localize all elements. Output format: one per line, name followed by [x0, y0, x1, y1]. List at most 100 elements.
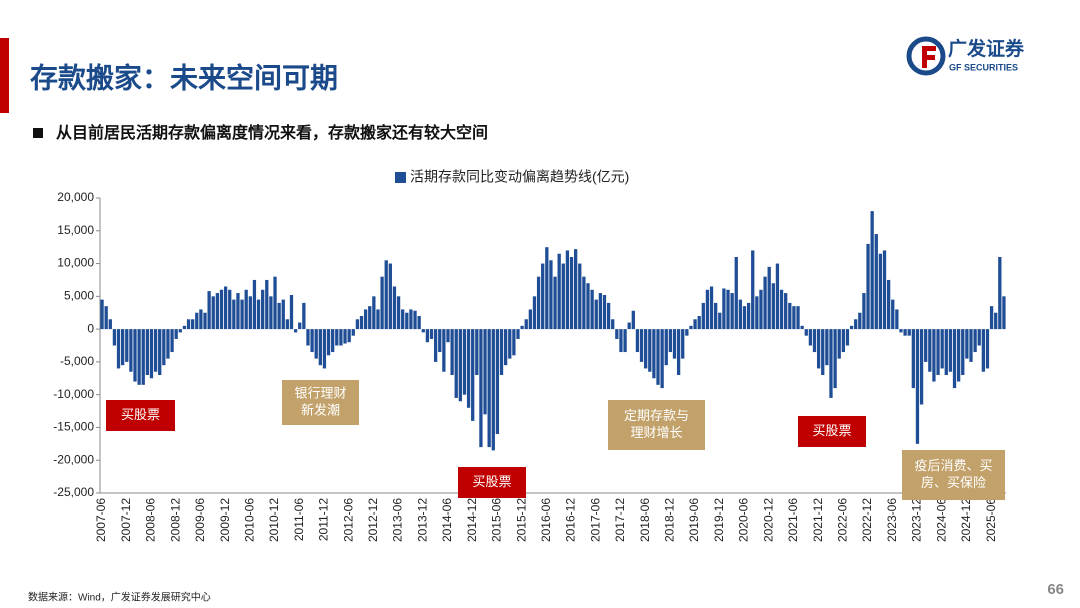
bar	[368, 306, 372, 330]
bar	[326, 329, 331, 356]
bar	[281, 299, 285, 330]
bar	[874, 234, 878, 330]
bar	[252, 279, 257, 330]
x-tick-label: 2009-06	[193, 498, 207, 542]
bar	[561, 263, 565, 330]
bar	[841, 329, 845, 353]
bar	[429, 329, 434, 339]
annotation-text: 买股票	[812, 423, 851, 438]
bar	[825, 329, 829, 366]
bar	[878, 253, 883, 330]
x-tick-label: 2010-12	[267, 498, 281, 542]
x-tick-label: 2016-12	[564, 498, 578, 542]
bar	[882, 250, 887, 330]
bar	[384, 260, 388, 330]
bar	[306, 329, 310, 346]
bar	[557, 253, 561, 330]
y-tick-label: 20,000	[57, 190, 94, 204]
x-tick-label: 2016-06	[539, 498, 553, 542]
bar	[244, 289, 248, 330]
y-tick-label: -5,000	[60, 354, 94, 368]
bar	[705, 289, 710, 330]
bar	[623, 329, 627, 353]
bar	[269, 296, 273, 330]
bar	[458, 329, 462, 402]
bar	[409, 309, 413, 330]
bar	[907, 329, 911, 336]
bar	[681, 329, 685, 359]
chart: -25,000 -20,000 -15,000 -10,000 -5,000 0 5,000…	[53, 169, 1006, 542]
bar	[598, 293, 603, 330]
bar	[816, 329, 821, 369]
x-tick-label: 2012-06	[341, 498, 355, 542]
bar	[989, 306, 994, 330]
bar	[219, 289, 224, 330]
bar	[347, 329, 351, 343]
bar	[536, 276, 541, 330]
bar	[261, 289, 265, 330]
bar	[446, 329, 450, 343]
bar	[186, 319, 191, 330]
bar	[854, 319, 858, 330]
bar	[812, 329, 817, 353]
x-tick-label: 2009-12	[218, 498, 232, 542]
bar	[619, 329, 623, 353]
bar	[396, 296, 401, 330]
bar	[693, 319, 697, 330]
bar	[833, 329, 837, 389]
bar	[182, 325, 187, 330]
bar	[343, 329, 347, 344]
bar	[372, 296, 376, 330]
bar	[615, 329, 619, 339]
bar	[569, 257, 574, 330]
bar	[133, 329, 137, 382]
bar	[483, 329, 487, 415]
bar	[648, 329, 652, 372]
x-tick-label: 2019-06	[687, 498, 701, 542]
annotation-text: 买股票	[472, 474, 511, 489]
bar	[936, 329, 940, 375]
bar	[565, 250, 570, 330]
bar	[116, 329, 121, 369]
bar	[858, 312, 862, 330]
annotation-text: 买股票	[121, 407, 160, 422]
bar	[331, 329, 335, 353]
logo-ring	[906, 36, 946, 76]
bar	[829, 329, 833, 398]
bar	[256, 299, 261, 330]
x-tick-label: 2018-12	[663, 498, 677, 542]
y-tick-label: -20,000	[53, 452, 94, 466]
bar	[178, 329, 182, 333]
bar	[611, 319, 615, 330]
bar	[804, 329, 808, 336]
annotation-text: 疫后消费、买	[914, 458, 992, 473]
x-tick-label: 2022-06	[836, 498, 850, 542]
bar	[998, 257, 1002, 330]
x-tick-label: 2014-12	[465, 498, 479, 542]
bar	[981, 329, 985, 372]
y-tick-label: -10,000	[53, 387, 94, 401]
bar	[153, 329, 158, 372]
bar	[195, 312, 199, 330]
y-tick-label: 10,000	[57, 256, 94, 270]
bar	[952, 329, 957, 389]
bar	[689, 325, 693, 330]
bar	[800, 325, 804, 330]
bar	[788, 302, 792, 330]
bar	[240, 299, 244, 330]
bar	[207, 291, 211, 330]
y-tick-label: -15,000	[53, 420, 94, 434]
bar	[438, 329, 442, 353]
bar	[433, 329, 438, 362]
x-tick-label: 2011-12	[317, 498, 331, 541]
bar	[969, 329, 973, 362]
logo-cn: 广发证券	[948, 37, 1025, 60]
bar	[532, 296, 537, 330]
x-tick-label: 2015-12	[514, 498, 528, 542]
x-tick-label: 2024-06	[934, 498, 948, 542]
bar	[466, 329, 471, 408]
bar	[734, 257, 738, 330]
bar	[454, 329, 458, 398]
bar	[248, 296, 252, 330]
